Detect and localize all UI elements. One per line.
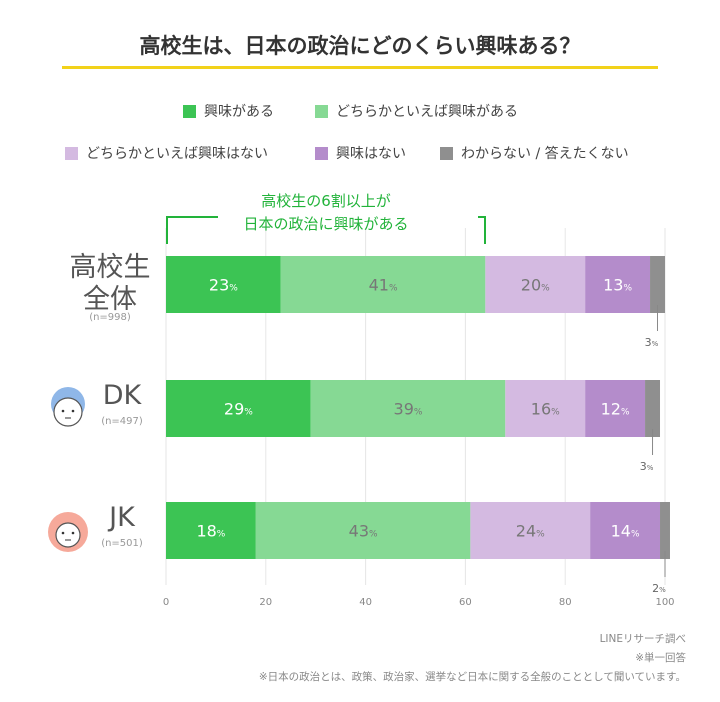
bar-segment xyxy=(645,380,661,437)
bar-segment xyxy=(650,256,665,313)
data-label: 3% xyxy=(645,336,659,349)
sample-size: (n=497) xyxy=(101,416,143,427)
bar-segment xyxy=(310,380,506,437)
footnote-definition: ※日本の政治とは、政策、政治家、選挙など日本に関する全般のこととして聞いています… xyxy=(258,671,686,683)
bar-segment xyxy=(280,256,486,313)
category-label: 高校生全体 xyxy=(69,252,151,315)
legend-label: 興味はない xyxy=(336,146,406,162)
bar-segment xyxy=(166,380,311,437)
sample-size: (n=998) xyxy=(89,312,131,323)
x-tick-label: 0 xyxy=(163,597,169,608)
legend-item: わからない / 答えたくない xyxy=(440,143,629,163)
bar-segment xyxy=(585,380,646,437)
data-label: 3% xyxy=(640,460,654,473)
eye xyxy=(61,409,65,413)
title-underline xyxy=(62,66,658,69)
bar-segment xyxy=(166,256,281,313)
legend-label: わからない / 答えたくない xyxy=(461,146,629,162)
bar-segment xyxy=(166,502,256,559)
legend-swatch xyxy=(440,146,453,160)
bar-segment xyxy=(585,256,651,313)
legend-label: どちらかといえば興味はない xyxy=(86,146,268,162)
footnote-single: ※単一回答 xyxy=(635,652,686,664)
x-tick-label: 80 xyxy=(559,597,572,608)
legend-item: 興味はない xyxy=(315,143,406,163)
legend-label: どちらかといえば興味がある xyxy=(336,104,518,120)
data-label: 2% xyxy=(652,582,666,595)
bar-segment xyxy=(255,502,471,559)
legend-swatch xyxy=(183,104,196,118)
chart-title: 高校生は、日本の政治にどのくらい興味ある？ xyxy=(139,34,581,58)
annotation-line: 日本の政治に興味がある xyxy=(243,215,408,233)
bar-segment xyxy=(590,502,661,559)
x-tick-label: 60 xyxy=(459,597,472,608)
face-outline xyxy=(55,522,81,548)
x-tick-label: 100 xyxy=(655,597,674,608)
footnote-source: LINEリサーチ調べ xyxy=(599,633,686,645)
bar-segment xyxy=(660,502,670,559)
annotation-line: 高校生の6割以上が xyxy=(261,192,391,210)
x-tick-label: 20 xyxy=(259,597,272,608)
legend-swatch xyxy=(315,146,328,160)
bar-segment xyxy=(505,380,586,437)
legend-item: どちらかといえば興味はない xyxy=(65,143,268,163)
sample-size: (n=501) xyxy=(101,538,143,549)
bar-segment xyxy=(470,502,591,559)
face-outline xyxy=(53,397,83,427)
legend-swatch xyxy=(65,146,78,160)
legend-item: どちらかといえば興味がある xyxy=(315,101,518,121)
annotation-bracket xyxy=(166,216,486,244)
legend-label: 興味がある xyxy=(204,104,274,120)
eye xyxy=(61,531,65,535)
legend-item: 興味がある xyxy=(183,101,274,121)
category-label: JK xyxy=(107,502,136,533)
x-tick-label: 40 xyxy=(359,597,372,608)
legend-swatch xyxy=(315,104,328,118)
bar-segment xyxy=(485,256,586,313)
eye xyxy=(71,531,75,535)
eye xyxy=(71,409,75,413)
category-label: DK xyxy=(103,380,143,411)
